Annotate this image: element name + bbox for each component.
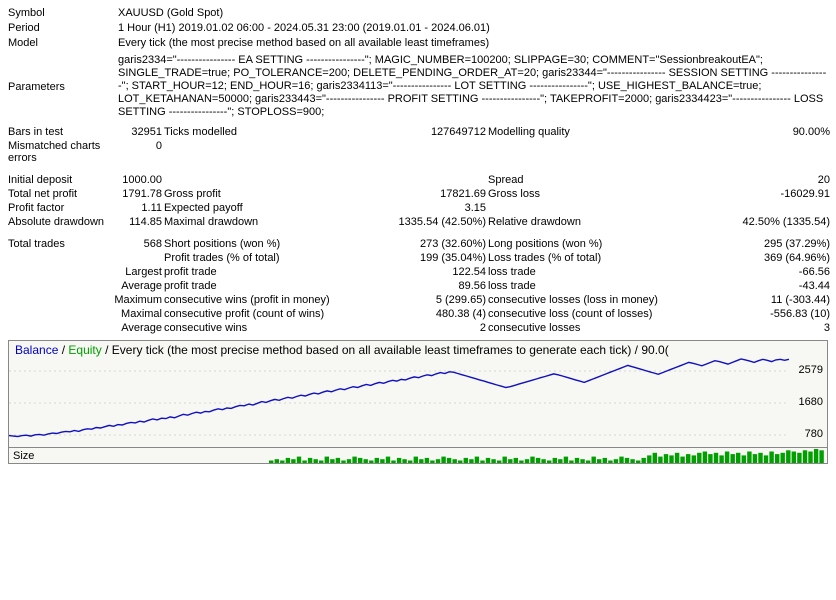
gross-loss-value: -16029.91 (700, 188, 830, 200)
profit-factor-label: Profit factor (8, 202, 108, 214)
total-net-profit-value: 1791.78 (110, 188, 162, 200)
largest-loss-trade-label: loss trade (488, 266, 698, 278)
maximal-consecutive-loss-value: -556.83 (10) (700, 308, 830, 320)
relative-drawdown-value: 42.50% (1335.54) (700, 216, 830, 228)
largest-label: Largest (110, 266, 162, 278)
ticks-modelled-value: 127649712 (376, 126, 486, 138)
bars-in-test-label: Bars in test (8, 126, 108, 138)
maximal-consecutive-profit-value: 480.38 (4) (376, 308, 486, 320)
average2-label: Average (110, 322, 162, 334)
average-label: Average (110, 280, 162, 292)
maximal-drawdown-value: 1335.54 (42.50%) (376, 216, 486, 228)
maximal-consecutive-profit-label: consecutive profit (count of wins) (164, 308, 374, 320)
symbol-value: XAUUSD (Gold Spot) (118, 7, 828, 20)
bars-in-test-value: 32951 (110, 126, 162, 138)
long-positions-value: 295 (37.29%) (700, 238, 830, 250)
stats-grid: Bars in test 32951 Ticks modelled 127649… (8, 126, 828, 334)
avg-loss-trade-value: -43.44 (700, 280, 830, 292)
largest-profit-trade-value: 122.54 (376, 266, 486, 278)
long-positions-label: Long positions (won %) (488, 238, 698, 250)
size-bars-svg (269, 449, 825, 463)
mismatched-label: Mismatched charts errors (8, 140, 108, 164)
loss-trades-value: 369 (64.96%) (700, 252, 830, 264)
short-positions-value: 273 (32.60%) (376, 238, 486, 250)
size-label: Size (13, 450, 34, 462)
chart-svg (9, 341, 829, 449)
chart-ylabel: 2579 (799, 364, 823, 376)
modelling-quality-value: 90.00% (700, 126, 830, 138)
profit-factor-value: 1.11 (110, 202, 162, 214)
avg-consecutive-wins-label: consecutive wins (164, 322, 374, 334)
parameters-value: garis2334="---------------- EA SETTING -… (118, 54, 828, 119)
profit-trades-value: 199 (35.04%) (376, 252, 486, 264)
expected-payoff-label: Expected payoff (164, 202, 374, 214)
largest-profit-trade-label: profit trade (164, 266, 374, 278)
maximum-label: Maximum (110, 294, 162, 306)
maximal-label: Maximal (110, 308, 162, 320)
max-consecutive-losses-label: consecutive losses (loss in money) (488, 294, 698, 306)
balance-chart: Balance / Equity / Every tick (the most … (8, 340, 828, 448)
total-net-profit-label: Total net profit (8, 188, 108, 200)
avg-loss-trade-label: loss trade (488, 280, 698, 292)
mismatched-value: 0 (110, 140, 162, 164)
absolute-drawdown-value: 114.85 (110, 216, 162, 228)
spread-value: 20 (700, 174, 830, 186)
absolute-drawdown-label: Absolute drawdown (8, 216, 108, 228)
largest-loss-trade-value: -66.56 (700, 266, 830, 278)
chart-ylabel: 780 (805, 428, 823, 440)
size-panel: Size (8, 448, 828, 464)
gross-loss-label: Gross loss (488, 188, 698, 200)
expected-payoff-value: 3.15 (376, 202, 486, 214)
chart-ylabel: 1680 (799, 396, 823, 408)
symbol-label: Symbol (8, 7, 118, 19)
initial-deposit-value: 1000.00 (110, 174, 162, 186)
avg-profit-trade-label: profit trade (164, 280, 374, 292)
max-consecutive-wins-value: 5 (299.65) (376, 294, 486, 306)
profit-trades-label: Profit trades (% of total) (164, 252, 374, 264)
period-label: Period (8, 22, 118, 34)
max-consecutive-losses-value: 11 (-303.44) (700, 294, 830, 306)
parameters-label: Parameters (8, 81, 118, 93)
avg-consecutive-losses-label: consecutive losses (488, 322, 698, 334)
avg-consecutive-losses-value: 3 (700, 322, 830, 334)
gross-profit-label: Gross profit (164, 188, 374, 200)
avg-profit-trade-value: 89.56 (376, 280, 486, 292)
relative-drawdown-label: Relative drawdown (488, 216, 698, 228)
gross-profit-value: 17821.69 (376, 188, 486, 200)
total-trades-label: Total trades (8, 238, 108, 250)
maximal-consecutive-loss-label: consecutive loss (count of losses) (488, 308, 698, 320)
period-value: 1 Hour (H1) 2019.01.02 06:00 - 2024.05.3… (118, 22, 828, 35)
initial-deposit-label: Initial deposit (8, 174, 108, 186)
spread-label: Spread (488, 174, 698, 186)
avg-consecutive-wins-value: 2 (376, 322, 486, 334)
ticks-modelled-label: Ticks modelled (164, 126, 374, 138)
loss-trades-label: Loss trades (% of total) (488, 252, 698, 264)
model-value: Every tick (the most precise method base… (118, 37, 828, 50)
model-label: Model (8, 37, 118, 49)
maximal-drawdown-label: Maximal drawdown (164, 216, 374, 228)
total-trades-value: 568 (110, 238, 162, 250)
modelling-quality-label: Modelling quality (488, 126, 698, 138)
max-consecutive-wins-label: consecutive wins (profit in money) (164, 294, 374, 306)
short-positions-label: Short positions (won %) (164, 238, 374, 250)
